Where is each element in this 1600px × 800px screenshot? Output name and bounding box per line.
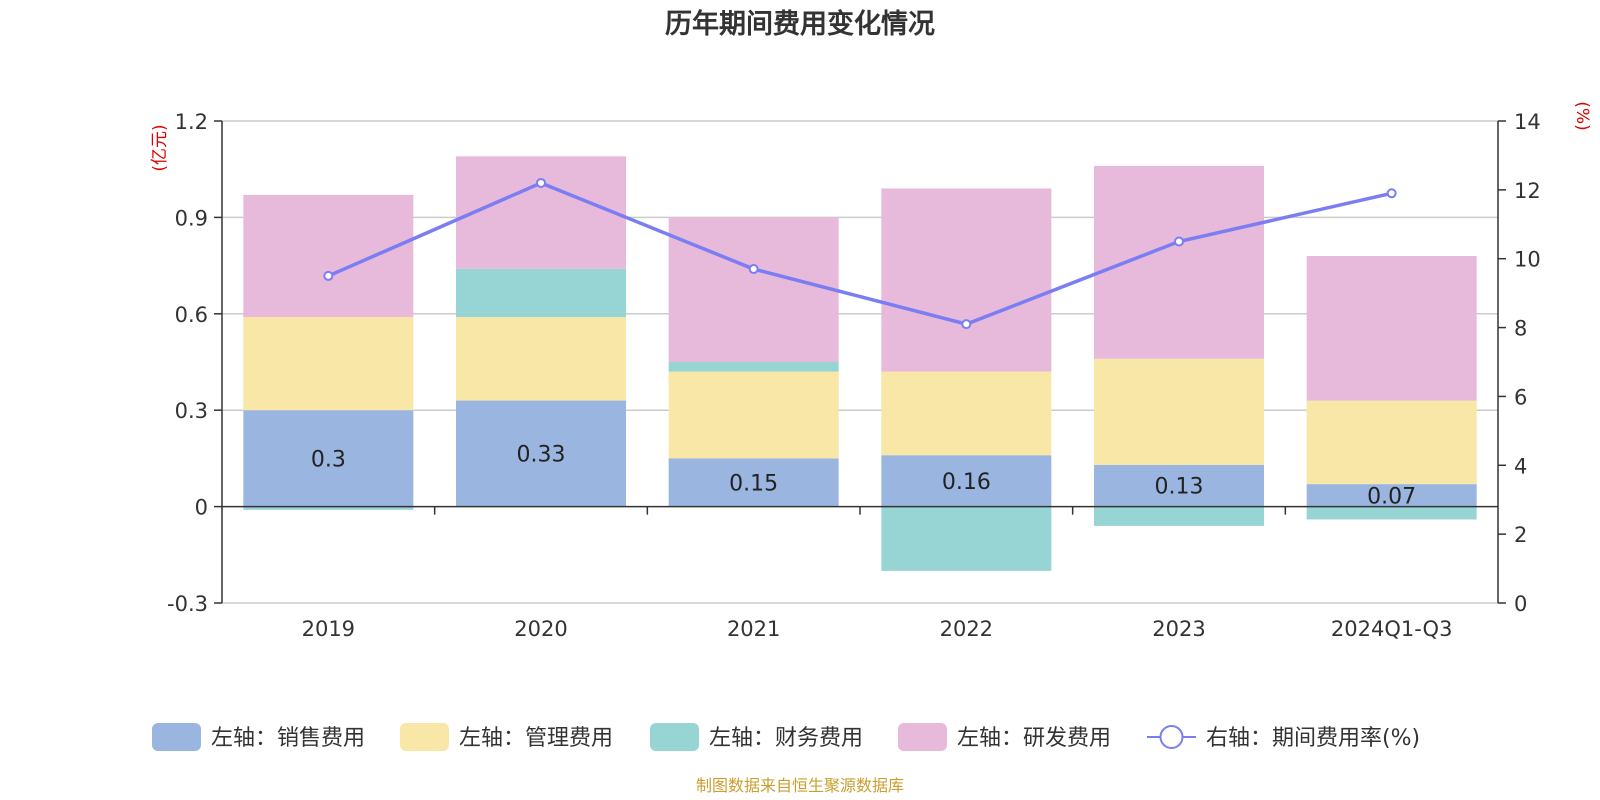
bar-segment [1306, 484, 1477, 507]
bar-data-label: 0.13 [1155, 475, 1204, 500]
legend-swatch [152, 723, 201, 751]
legend-marker [1159, 725, 1184, 749]
axes: 1.2 0.9 0.6 0.3 0 -0.3 14 12 10 8 6 4 2 0 2019 2020 2021… [167, 110, 1541, 641]
data-labels: 0.3 0.33 0.15 0.16 0.13 0.07 [311, 443, 1416, 510]
rate-line-path [327, 181, 1393, 326]
left-tick-label: 0.6 [175, 303, 208, 327]
bar-segment [243, 506, 414, 510]
bar-segment [1094, 506, 1264, 526]
source-note: 制图数据来自恒生聚源数据库 [696, 776, 904, 795]
rate-point [748, 264, 759, 275]
rate-point [536, 177, 546, 188]
legend-label: 右轴：期间费用率(%) [1206, 726, 1420, 751]
right-tick-label: 2 [1514, 523, 1527, 547]
left-tick-label: -0.3 [167, 592, 208, 616]
rate-point [961, 319, 972, 330]
bar-segment [1306, 400, 1477, 485]
bar-data-label: 0.16 [942, 470, 991, 495]
bar-segment [1094, 165, 1264, 359]
legend: 左轴：销售费用 左轴：管理费用 左轴：财务费用 左轴：研发费用 右轴：期间费用率(%) [152, 723, 1420, 751]
rate-point [323, 270, 334, 281]
right-tick-label: 8 [1514, 317, 1527, 341]
bar-segment [456, 156, 626, 269]
left-axis-unit: (亿元) [150, 124, 170, 171]
bar-data-label: 0.07 [1367, 484, 1416, 509]
legend-swatch [400, 723, 449, 751]
legend-label: 左轴：管理费用 [459, 726, 613, 751]
bar-segment [668, 362, 839, 372]
left-tick-label: 0.9 [175, 206, 208, 230]
rate-point [1174, 236, 1184, 247]
right-tick-label: 0 [1514, 592, 1527, 616]
left-tick-label: 1.2 [175, 110, 208, 134]
grid-lines [222, 120, 1498, 604]
legend-label: 左轴：研发费用 [957, 726, 1111, 751]
rate-point [1386, 188, 1397, 199]
bar-data-label: 0.33 [517, 443, 566, 468]
left-tick-label: 0.3 [175, 399, 208, 423]
x-tick-label: 2024Q1-Q3 [1331, 617, 1453, 641]
bar-segment [243, 194, 414, 318]
x-tick-label: 2022 [940, 617, 993, 641]
x-tick-label: 2021 [727, 617, 780, 641]
x-tick-label: 2020 [514, 617, 567, 641]
bar-segment [456, 400, 626, 507]
bar-segment [668, 371, 839, 459]
left-tick-label: 0 [195, 496, 208, 520]
right-tick-label: 4 [1514, 454, 1527, 478]
right-tick-label: 10 [1514, 248, 1541, 272]
x-tick-label: 2023 [1152, 617, 1205, 641]
bars [243, 156, 1477, 571]
legend-label: 左轴：财务费用 [709, 726, 863, 751]
bar-data-label: 0.15 [729, 472, 778, 497]
bar-segment [1094, 358, 1264, 465]
legend-swatch [898, 723, 947, 751]
bar-segment [881, 506, 1052, 571]
legend-swatch [650, 723, 699, 751]
chart-title: 历年期间费用变化情况 [665, 8, 935, 40]
bar-segment [1306, 255, 1477, 401]
right-axis-unit: (%) [1572, 101, 1592, 130]
right-tick-label: 14 [1514, 110, 1541, 134]
bar-segment [668, 217, 839, 362]
bar-segment [881, 455, 1052, 507]
bar-segment [881, 371, 1052, 456]
bar-data-label: 0.3 [311, 447, 346, 472]
x-tick-label: 2019 [302, 617, 355, 641]
rate-line [323, 177, 1397, 330]
bar-segment [243, 317, 414, 411]
bar-segment [668, 458, 839, 507]
bar-segment [881, 188, 1052, 372]
bar-segment [1094, 464, 1264, 507]
bar-segment [1306, 506, 1477, 520]
bar-segment [456, 317, 626, 401]
bar-segment [456, 268, 626, 318]
right-tick-label: 6 [1514, 385, 1527, 409]
right-tick-label: 12 [1514, 179, 1541, 203]
legend-label: 左轴：销售费用 [211, 726, 365, 751]
bar-segment [243, 410, 414, 507]
